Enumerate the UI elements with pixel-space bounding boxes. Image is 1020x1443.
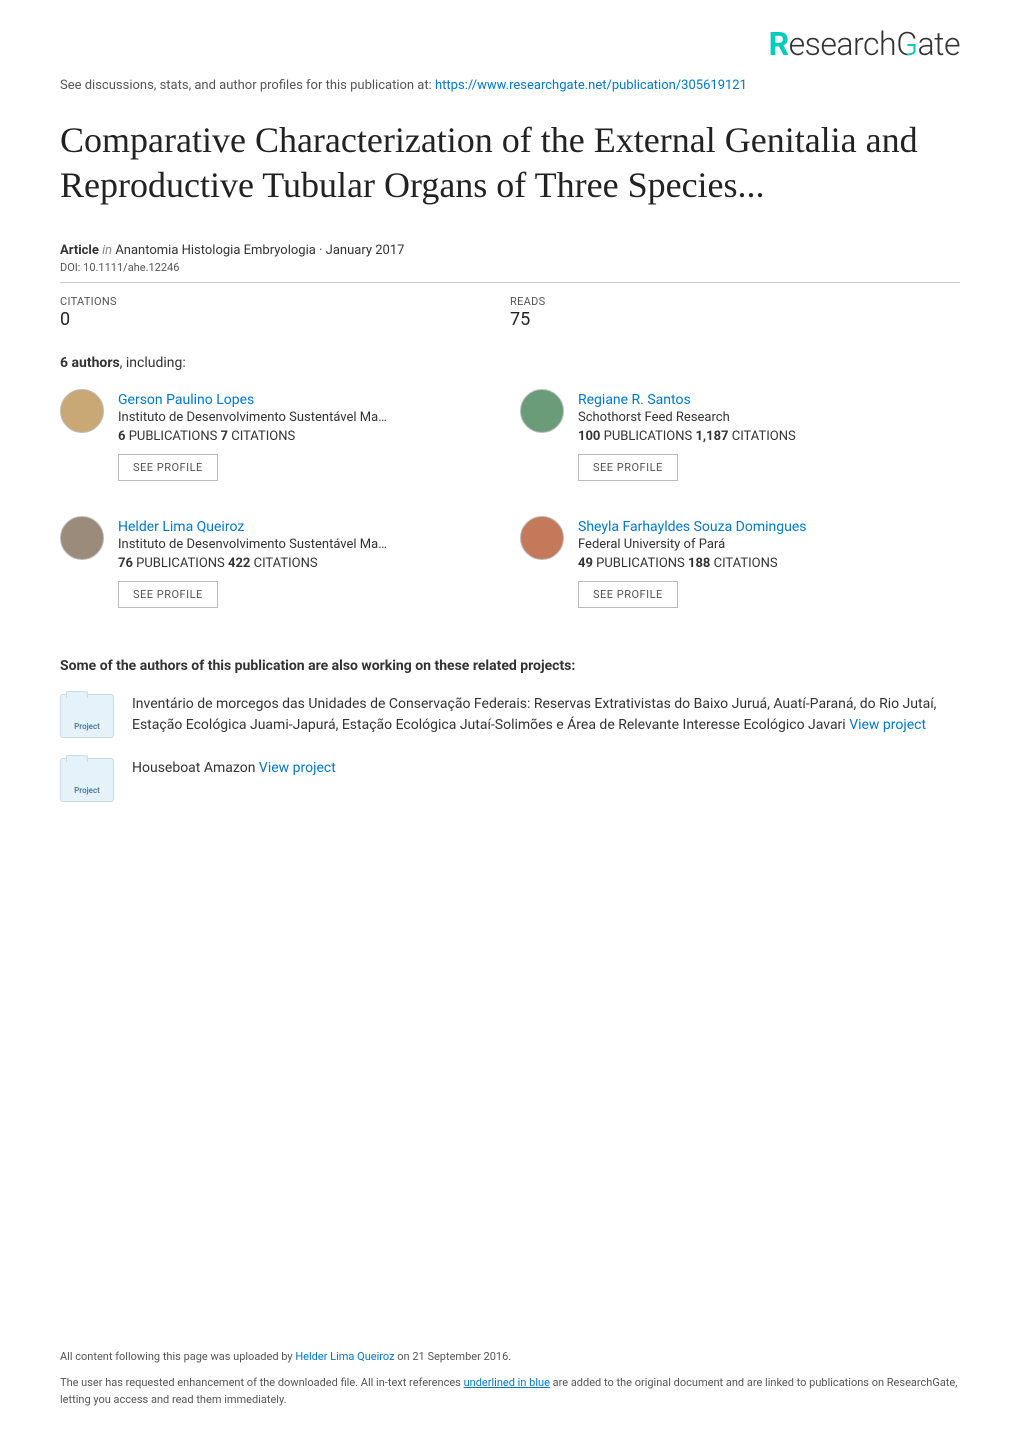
author-card: Helder Lima Queiroz Instituto de Desenvo… <box>60 516 500 608</box>
cite-num: 188 <box>688 556 710 571</box>
doi: DOI: 10.1111/ahe.12246 <box>60 261 960 274</box>
author-info: Helder Lima Queiroz Instituto de Desenvo… <box>118 516 500 608</box>
project-text: Inventário de morcegos das Unidades de C… <box>132 694 960 736</box>
footer-uploaded: All content following this page was uplo… <box>60 1349 960 1366</box>
footer: All content following this page was uplo… <box>60 1349 960 1419</box>
logo-rest: esearch <box>789 25 897 63</box>
author-name[interactable]: Sheyla Farhayldes Souza Domingues <box>578 519 806 535</box>
footer-prefix: All content following this page was uplo… <box>60 1350 295 1363</box>
author-stats: 76 PUBLICATIONS 422 CITATIONS <box>118 556 500 571</box>
view-project-link[interactable]: View project <box>849 717 926 733</box>
author-affiliation: Instituto de Desenvolvimento Sustentável… <box>118 410 498 425</box>
article-journal: Anantomia Histologia Embryologia · Janua… <box>115 243 404 258</box>
author-affiliation: Federal University of Pará <box>578 537 958 552</box>
author-affiliation: Schothorst Feed Research <box>578 410 958 425</box>
logo-g: G <box>896 25 917 63</box>
article-label: Article <box>60 243 99 258</box>
avatar[interactable] <box>520 389 564 433</box>
author-name[interactable]: Gerson Paulino Lopes <box>118 392 254 408</box>
author-card: Sheyla Farhayldes Souza Domingues Federa… <box>520 516 960 608</box>
publication-url[interactable]: https://www.researchgate.net/publication… <box>435 78 747 93</box>
reads-block: READS 75 <box>510 295 960 330</box>
project-row: Project Houseboat Amazon View project <box>60 758 960 802</box>
logo-header: ResearchGate <box>0 0 1020 78</box>
author-info: Sheyla Farhayldes Souza Domingues Federa… <box>578 516 960 608</box>
avatar[interactable] <box>520 516 564 560</box>
project-icon-label: Project <box>61 786 113 795</box>
author-stats: 6 PUBLICATIONS 7 CITATIONS <box>118 429 500 444</box>
author-info: Regiane R. Santos Schothorst Feed Resear… <box>578 389 960 481</box>
stats-row: CITATIONS 0 READS 75 <box>60 282 960 330</box>
see-profile-button[interactable]: SEE PROFILE <box>578 581 678 608</box>
citations-value: 0 <box>60 309 510 330</box>
logo-rest2: ate <box>918 25 961 63</box>
footer2-a: The user has requested enhancement of th… <box>60 1376 464 1389</box>
footer2-underlined: underlined in blue <box>464 1376 550 1389</box>
avatar[interactable] <box>60 516 104 560</box>
author-card: Gerson Paulino Lopes Instituto de Desenv… <box>60 389 500 481</box>
author-stats: 49 PUBLICATIONS 188 CITATIONS <box>578 556 960 571</box>
logo-r: R <box>769 25 789 63</box>
researchgate-logo[interactable]: ResearchGate <box>769 25 960 63</box>
project-row: Project Inventário de morcegos das Unida… <box>60 694 960 738</box>
footer-uploader-link[interactable]: Helder Lima Queiroz <box>295 1350 394 1363</box>
authors-heading: 6 authors, including: <box>60 355 960 371</box>
project-icon-label: Project <box>61 722 113 731</box>
see-profile-button[interactable]: SEE PROFILE <box>118 581 218 608</box>
cite-num: 422 <box>228 556 250 571</box>
cite-label: CITATIONS <box>250 556 317 571</box>
authors-grid: Gerson Paulino Lopes Instituto de Desenv… <box>60 389 960 608</box>
article-in: in <box>99 243 115 258</box>
discuss-prefix: See discussions, stats, and author profi… <box>60 78 435 93</box>
project-title: Inventário de morcegos das Unidades de C… <box>132 696 936 733</box>
author-stats: 100 PUBLICATIONS 1,187 CITATIONS <box>578 429 960 444</box>
authors-rest: , including: <box>120 355 186 371</box>
cite-label: CITATIONS <box>228 429 295 444</box>
project-folder-icon[interactable]: Project <box>60 694 114 738</box>
main-content: See discussions, stats, and author profi… <box>0 78 1020 802</box>
pubs-label: PUBLICATIONS <box>600 429 695 444</box>
project-folder-icon[interactable]: Project <box>60 758 114 802</box>
footer-enhancement: The user has requested enhancement of th… <box>60 1375 960 1408</box>
cite-label: CITATIONS <box>710 556 777 571</box>
cite-num: 7 <box>221 429 228 444</box>
see-profile-button[interactable]: SEE PROFILE <box>578 454 678 481</box>
project-text: Houseboat Amazon View project <box>132 758 336 779</box>
cite-num: 1,187 <box>695 429 728 444</box>
publication-title: Comparative Characterization of the Exte… <box>60 118 960 208</box>
reads-label: READS <box>510 295 960 308</box>
citations-label: CITATIONS <box>60 295 510 308</box>
footer-suffix: on 21 September 2016. <box>395 1350 512 1363</box>
author-name[interactable]: Helder Lima Queiroz <box>118 519 244 535</box>
author-card: Regiane R. Santos Schothorst Feed Resear… <box>520 389 960 481</box>
avatar[interactable] <box>60 389 104 433</box>
related-projects-heading: Some of the authors of this publication … <box>60 658 960 674</box>
cite-label: CITATIONS <box>729 429 796 444</box>
article-meta: Article in Anantomia Histologia Embryolo… <box>60 243 960 258</box>
authors-count: 6 authors <box>60 355 120 371</box>
reads-value: 75 <box>510 309 960 330</box>
pubs-num: 76 <box>118 556 133 571</box>
pubs-label: PUBLICATIONS <box>125 429 220 444</box>
discuss-line: See discussions, stats, and author profi… <box>60 78 960 93</box>
pubs-label: PUBLICATIONS <box>133 556 228 571</box>
pubs-num: 49 <box>578 556 593 571</box>
project-title: Houseboat Amazon <box>132 760 259 776</box>
citations-block: CITATIONS 0 <box>60 295 510 330</box>
pubs-num: 100 <box>578 429 600 444</box>
pubs-label: PUBLICATIONS <box>593 556 688 571</box>
see-profile-button[interactable]: SEE PROFILE <box>118 454 218 481</box>
author-info: Gerson Paulino Lopes Instituto de Desenv… <box>118 389 500 481</box>
author-affiliation: Instituto de Desenvolvimento Sustentável… <box>118 537 498 552</box>
author-name[interactable]: Regiane R. Santos <box>578 392 691 408</box>
view-project-link[interactable]: View project <box>259 760 336 776</box>
